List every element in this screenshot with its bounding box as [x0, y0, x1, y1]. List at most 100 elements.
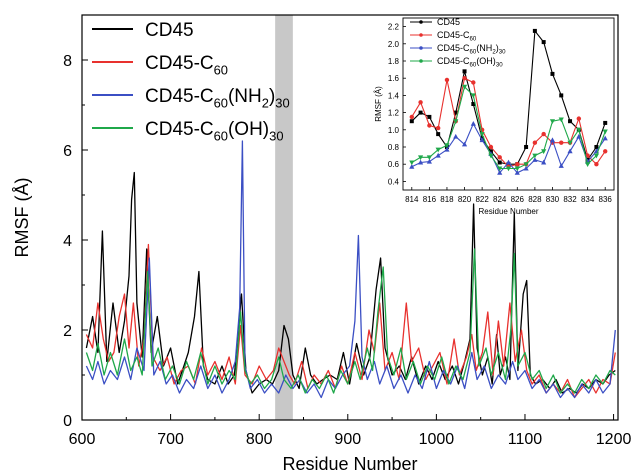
inset-y-tick-label-1: 0.6: [388, 160, 400, 169]
inset-x-axis-label: Residue Number: [478, 207, 538, 216]
inset-marker-1-17: [559, 140, 564, 145]
inset-marker-1-0: [409, 114, 414, 120]
inset-x-tick-label-9: 832: [563, 195, 577, 204]
inset-marker-3-7: [470, 93, 476, 99]
inset-marker-0-22: [603, 120, 608, 125]
inset-marker-2-8: [479, 137, 485, 143]
inset-legend-marker-1: [419, 33, 423, 37]
inset-x-tick-label-1: 816: [423, 195, 437, 204]
inset-marker-2-22: [602, 135, 608, 141]
highlight-band: [275, 15, 293, 420]
inset-marker-2-10: [497, 170, 503, 175]
inset-marker-3-3: [435, 147, 441, 153]
inset-marker-0-16: [550, 71, 555, 76]
main-x-axis-label: Residue Number: [282, 454, 417, 474]
main-x-tick-label-5: 1100: [508, 431, 543, 448]
inset-marker-3-16: [549, 119, 556, 124]
inset-marker-2-11: [505, 159, 512, 165]
main-legend-label-1: CD45-C60: [145, 53, 228, 78]
inset-marker-1-14: [532, 140, 538, 145]
inset-marker-2-6: [461, 141, 468, 147]
inset-marker-3-10: [497, 166, 503, 172]
inset-marker-2-2: [426, 158, 432, 164]
main-plot-frame: [81, 14, 619, 421]
inset-marker-0-3: [436, 132, 441, 137]
inset-y-axis-label: RMSF (Å): [374, 86, 383, 122]
inset-marker-0-18: [568, 119, 573, 124]
inset-x-tick-label-8: 830: [546, 195, 560, 204]
inset-marker-2-4: [444, 146, 450, 152]
inset-marker-3-21: [593, 153, 600, 159]
main-y-tick-label-4: 8: [63, 53, 72, 70]
inset-marker-1-15: [541, 131, 546, 137]
inset-marker-2-17: [558, 163, 564, 168]
inset-marker-3-5: [453, 119, 459, 124]
main-chart: 600 700 800 900 1000 1100 1200 0 2 4 6 8 Residue Num…: [12, 14, 632, 474]
inset-marker-2-15: [541, 159, 547, 165]
inset-marker-0-6: [462, 69, 467, 74]
inset-marker-3-12: [514, 166, 520, 172]
inset-x-tick-label-0: 814: [405, 195, 419, 204]
inset-y-tick-label-0: 0.4: [388, 177, 400, 186]
inset-marker-0-2: [427, 114, 432, 119]
inset-marker-1-9: [488, 144, 494, 150]
inset-marker-1-1: [418, 100, 423, 105]
inset-marker-3-8: [479, 132, 485, 137]
main-y-tick-label-2: 4: [63, 233, 72, 250]
main-x-tick-label-1: 700: [157, 431, 184, 448]
main-series-line-3: [85, 248, 616, 394]
inset-x-tick-label-2: 818: [440, 195, 454, 204]
inset-legend-label-0: CD45: [437, 17, 460, 27]
main-y-tick-label-0: 0: [63, 413, 72, 430]
inset-x-tick-label-6: 826: [511, 195, 525, 204]
inset-marker-1-22: [603, 149, 608, 154]
inset-marker-1-21: [594, 162, 599, 167]
inset-marker-0-0: [409, 119, 414, 124]
inset-y-tick-label-3: 1.0: [388, 126, 400, 135]
inset-marker-1-20: [585, 153, 590, 158]
main-legend-label-0: CD45: [145, 20, 194, 41]
inset-marker-3-15: [541, 149, 547, 155]
inset-marker-0-7: [471, 102, 476, 106]
inset-legend-label-2: CD45-C60(NH2)30: [437, 43, 506, 56]
inset-marker-2-18: [567, 148, 573, 154]
inset-y-tick-label-5: 1.4: [388, 91, 400, 100]
inset-marker-1-6: [462, 76, 467, 81]
inset-marker-3-19: [576, 127, 582, 133]
inset-legend-marker-3: [419, 59, 423, 63]
main-y-axis-label: RMSF (Å): [12, 178, 32, 258]
main-y-tick-label-3: 6: [63, 143, 72, 160]
inset-marker-3-14: [532, 153, 538, 159]
inset-marker-3-11: [505, 166, 512, 172]
main-x-tick-label-6: 1200: [596, 431, 632, 448]
inset-marker-2-14: [532, 157, 538, 162]
inset-marker-0-10: [497, 160, 502, 165]
inset-marker-0-1: [418, 110, 423, 115]
inset-legend-marker-0: [419, 20, 423, 24]
inset-marker-0-17: [559, 93, 564, 98]
main-series-line-2: [85, 140, 616, 399]
inset-marker-1-3: [435, 125, 441, 131]
inset-y-tick-label-8: 2.0: [388, 40, 400, 49]
inset-marker-2-1: [417, 159, 424, 165]
inset-marker-0-13: [524, 145, 529, 149]
inset-marker-0-5: [453, 110, 458, 115]
inset-marker-3-4: [444, 143, 450, 149]
inset-marker-1-7: [471, 80, 476, 85]
main-legend-label-3: CD45-C60(OH)30: [145, 119, 284, 144]
inset-marker-2-0: [409, 163, 415, 169]
inset-marker-1-10: [497, 155, 502, 160]
inset-marker-3-0: [409, 160, 415, 166]
inset-marker-2-19: [576, 133, 582, 139]
inset-marker-1-19: [576, 116, 582, 121]
inset-marker-1-2: [427, 123, 432, 128]
inset-marker-3-13: [523, 162, 529, 167]
main-x-tick-label-3: 900: [334, 431, 361, 448]
inset-y-tick-label-2: 0.8: [388, 143, 400, 152]
inset-marker-3-6: [461, 84, 468, 90]
inset-marker-1-12: [515, 162, 520, 167]
inset-marker-0-15: [541, 40, 546, 45]
main-x-tick-label-0: 600: [69, 431, 96, 448]
main-x-tick-label-2: 800: [246, 431, 273, 448]
inset-x-tick-label-3: 820: [458, 195, 472, 204]
